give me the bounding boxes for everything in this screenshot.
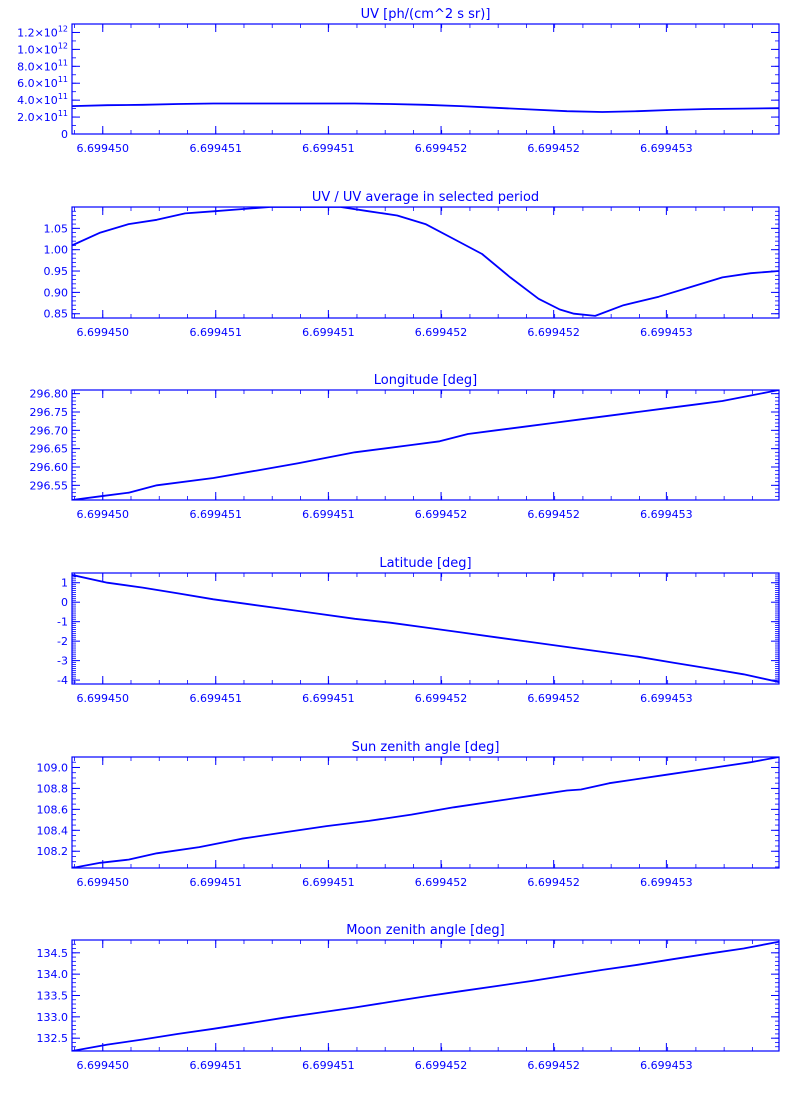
chart-panel-5: Moon zenith angle [deg] 132.5 133.0 133.5 13… — [37, 923, 780, 1072]
y-tick-label: 296.70 — [30, 424, 69, 437]
y-tick-label: 0.95 — [44, 265, 69, 278]
y-tick-label: 296.55 — [30, 479, 69, 492]
x-tick-label: 6.699451 — [302, 692, 355, 705]
y-tick-label: 134.5 — [37, 947, 69, 960]
x-tick-label: 6.699451 — [302, 508, 355, 521]
x-tick-label: 6.699452 — [527, 508, 580, 521]
x-tick-label: 6.699451 — [189, 326, 242, 339]
x-tick-label: 6.699452 — [527, 142, 580, 155]
series-line-0 — [72, 390, 779, 500]
x-tick-label: 6.699451 — [302, 326, 355, 339]
y-tick-label: 296.80 — [30, 388, 69, 401]
y-tick-label: -4 — [57, 674, 68, 687]
series-line-0 — [72, 207, 779, 317]
y-tick-label: 1.2×1012 — [17, 24, 68, 39]
y-tick-label: 2.0×1011 — [17, 109, 68, 124]
y-tick-label: 133.5 — [37, 990, 69, 1003]
x-tick-label: 6.699452 — [415, 508, 468, 521]
x-tick-label: 6.699453 — [640, 508, 693, 521]
series-line-0 — [72, 574, 779, 683]
chart-panel-0: UV [ph/(cm^2 s sr)] 0 2.0×1011 4.0×1011 6.0×… — [17, 7, 780, 155]
x-tick-label: 6.699453 — [640, 326, 693, 339]
chart-panel-1: UV / UV average in selected period 0.85 0.… — [44, 190, 780, 339]
y-tick-label: 109.0 — [37, 761, 69, 774]
y-tick-label: 296.60 — [30, 461, 69, 474]
chart-panel-3: Latitude [deg] -4 -3 -2 -1 0 1 6.699450 6.699451… — [57, 556, 780, 705]
x-tick-label: 6.699452 — [415, 142, 468, 155]
y-tick-label: 1 — [61, 577, 68, 590]
x-tick-label: 6.699452 — [415, 876, 468, 889]
plot-frame — [71, 23, 780, 135]
x-tick-label: 6.699452 — [415, 692, 468, 705]
x-tick-label: 6.699451 — [189, 1059, 242, 1072]
y-tick-label: 132.5 — [37, 1032, 69, 1045]
x-tick-label: 6.699452 — [527, 692, 580, 705]
y-tick-label: 0.85 — [44, 308, 69, 321]
chart-title: UV [ph/(cm^2 s sr)] — [361, 7, 491, 22]
chart-title: Latitude [deg] — [379, 556, 471, 571]
y-tick-label: 1.05 — [44, 222, 69, 235]
chart-title: Moon zenith angle [deg] — [346, 923, 504, 938]
y-tick-label: 1.0×1012 — [17, 41, 68, 56]
x-tick-label: 6.699450 — [77, 508, 130, 521]
chart-panel-2: Longitude [deg] 296.55 296.60 296.65 296.70 2… — [30, 373, 780, 521]
x-tick-label: 6.699453 — [640, 1059, 693, 1072]
x-tick-label: 6.699451 — [302, 876, 355, 889]
y-tick-label: 8.0×1011 — [17, 58, 68, 73]
x-tick-label: 6.699451 — [189, 142, 242, 155]
series-line-0 — [72, 102, 779, 113]
y-tick-label: 108.4 — [37, 824, 69, 837]
series-line-0 — [72, 757, 779, 868]
x-tick-label: 6.699451 — [189, 876, 242, 889]
x-tick-label: 6.699450 — [77, 142, 130, 155]
x-tick-label: 6.699452 — [527, 1059, 580, 1072]
plot-frame — [71, 756, 780, 869]
x-tick-label: 6.699450 — [77, 326, 130, 339]
x-tick-label: 6.699451 — [189, 692, 242, 705]
chart-title: Longitude [deg] — [374, 373, 477, 388]
y-tick-label: -2 — [57, 635, 68, 648]
y-tick-label: 0 — [61, 128, 68, 141]
x-tick-label: 6.699452 — [415, 326, 468, 339]
y-tick-label: 296.65 — [30, 443, 69, 456]
y-tick-label: 108.6 — [37, 803, 69, 816]
x-tick-label: 6.699451 — [302, 142, 355, 155]
y-tick-label: 1.00 — [44, 244, 69, 257]
y-tick-label: 133.0 — [37, 1011, 69, 1024]
y-tick-label: 108.8 — [37, 782, 69, 795]
y-tick-label: -1 — [57, 616, 68, 629]
x-tick-label: 6.699452 — [415, 1059, 468, 1072]
x-tick-label: 6.699451 — [189, 508, 242, 521]
y-tick-label: 4.0×1011 — [17, 92, 68, 107]
y-tick-label: -3 — [57, 655, 68, 668]
x-tick-label: 6.699452 — [527, 876, 580, 889]
x-tick-label: 6.699451 — [302, 1059, 355, 1072]
x-tick-label: 6.699450 — [77, 692, 130, 705]
x-tick-label: 6.699452 — [527, 326, 580, 339]
x-tick-label: 6.699450 — [77, 1059, 130, 1072]
x-tick-label: 6.699450 — [77, 876, 130, 889]
chart-title: UV / UV average in selected period — [312, 190, 539, 205]
y-tick-label: 0.90 — [44, 286, 69, 299]
x-tick-label: 6.699453 — [640, 876, 693, 889]
y-tick-label: 134.0 — [37, 968, 69, 981]
y-tick-label: 6.0×1011 — [17, 75, 68, 90]
y-tick-label: 296.75 — [30, 406, 69, 419]
x-tick-label: 6.699453 — [640, 692, 693, 705]
chart-panel-4: Sun zenith angle [deg] 108.2 108.4 108.6 108… — [37, 740, 780, 889]
y-tick-label: 108.2 — [37, 845, 69, 858]
x-tick-label: 6.699453 — [640, 142, 693, 155]
series-line-0 — [72, 940, 779, 1051]
plot-frame — [71, 572, 780, 685]
chart-title: Sun zenith angle [deg] — [352, 740, 500, 755]
y-tick-label: 0 — [61, 596, 68, 609]
